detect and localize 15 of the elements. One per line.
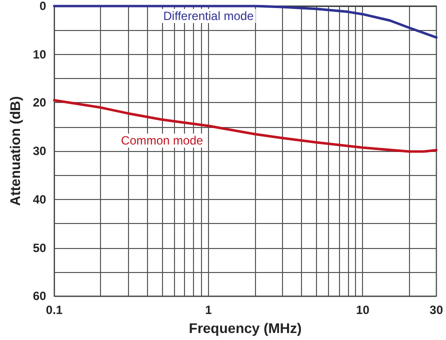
y-tick-label: 40	[32, 192, 47, 206]
series-label: Differential mode	[163, 9, 254, 23]
y-axis-title: Attenuation (dB)	[7, 96, 23, 206]
y-tick-label: 30	[32, 144, 47, 158]
x-tick-label: 0.1	[46, 303, 63, 318]
x-axis-title: Frequency (MHz)	[188, 320, 302, 336]
x-tick-label: 30	[430, 303, 444, 318]
y-tick-label: 0	[40, 0, 47, 13]
y-tick-label: 20	[32, 96, 47, 110]
x-tick-label: 10	[356, 303, 370, 318]
y-tick-label: 50	[32, 240, 47, 255]
y-tick-label: 10	[32, 47, 47, 62]
x-tick-label: 1	[205, 303, 212, 318]
series-label: Common mode	[121, 134, 204, 148]
y-tick-label: 60	[32, 289, 47, 304]
